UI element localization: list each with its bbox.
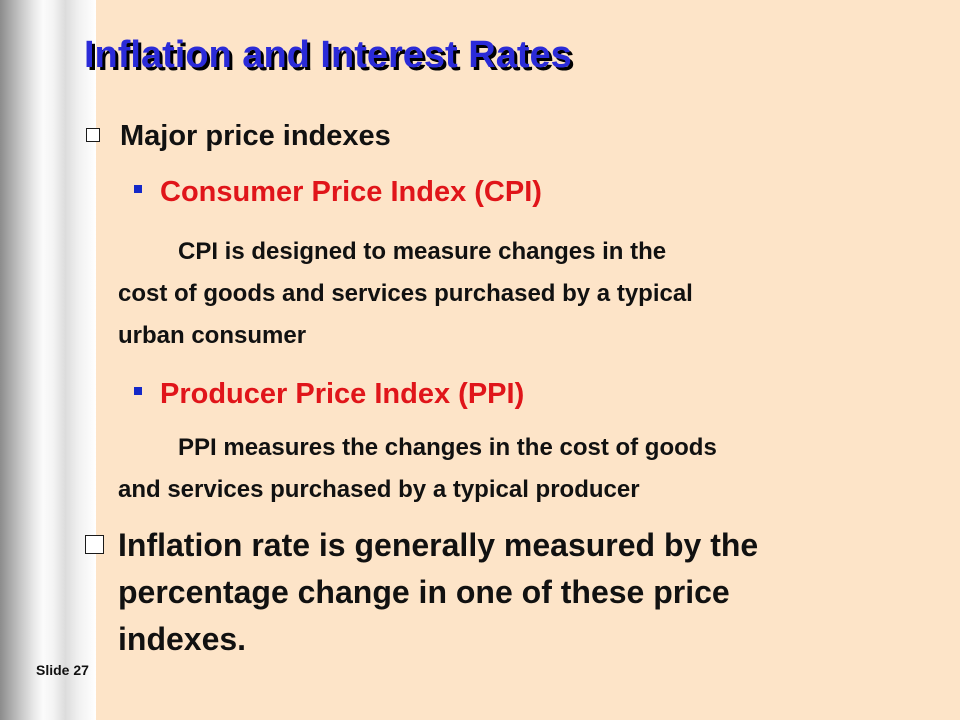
paragraph-cpi: CPI is designed to measure changes in th… [118, 231, 693, 357]
hollow-square-bullet-icon [86, 128, 100, 142]
subheading-cpi: Consumer Price Index (CPI) [160, 176, 542, 208]
bullet-inflation-rate-line-3: indexes. [118, 621, 247, 657]
bullet-major-price-indexes: Major price indexes [120, 120, 391, 152]
slide-number: Slide 27 [36, 662, 89, 678]
filled-square-bullet-icon [134, 185, 142, 193]
paragraph-cpi-line-1: CPI is designed to measure changes in th… [178, 238, 667, 265]
paragraph-cpi-line-2: cost of goods and services purchased by … [118, 280, 693, 307]
bullet-inflation-rate-line-2: percentage change in one of these price [118, 574, 730, 610]
filled-square-bullet-icon [134, 387, 142, 395]
paragraph-ppi-line-1: PPI measures the changes in the cost of … [178, 434, 717, 461]
subheading-ppi: Producer Price Index (PPI) [160, 378, 525, 410]
paragraph-ppi: PPI measures the changes in the cost of … [118, 427, 717, 511]
slide-title: Inflation and Interest Rates [84, 34, 572, 76]
bullet-inflation-rate: Inflation rate is generally measured by … [118, 522, 758, 663]
hollow-square-bullet-icon [85, 535, 104, 554]
paragraph-ppi-line-2: and services purchased by a typical prod… [118, 476, 640, 503]
side-gradient-bar [0, 0, 96, 720]
paragraph-cpi-line-3: urban consumer [118, 322, 307, 349]
bullet-inflation-rate-line-1: Inflation rate is generally measured by … [118, 527, 759, 563]
